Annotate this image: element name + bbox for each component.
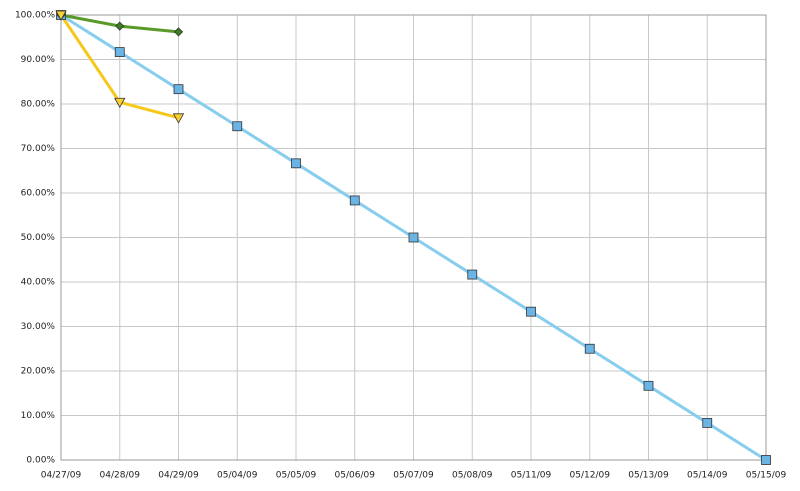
plot-border xyxy=(60,14,767,461)
marker xyxy=(115,21,125,31)
x-tick-label: 05/04/09 xyxy=(217,471,258,481)
x-tick-label: 05/07/09 xyxy=(393,471,434,481)
marker xyxy=(172,113,185,124)
x-tick-label: 05/15/09 xyxy=(746,471,787,481)
marker xyxy=(349,195,360,206)
x-tick-label: 04/27/09 xyxy=(41,471,82,481)
marker xyxy=(291,158,301,169)
x-tick-label: 05/08/09 xyxy=(452,471,493,481)
marker xyxy=(232,121,243,132)
marker xyxy=(526,306,536,317)
marker xyxy=(702,418,713,428)
x-tick-label: 04/29/09 xyxy=(158,471,199,481)
y-tick-label: 10.00% xyxy=(21,411,56,421)
marker xyxy=(114,97,126,109)
y-tick-label: 70.00% xyxy=(21,144,56,154)
marker xyxy=(55,10,67,21)
x-tick-label: 05/05/09 xyxy=(276,471,317,481)
y-tick-label: 90.00% xyxy=(21,55,56,65)
marker xyxy=(761,455,771,465)
marker xyxy=(584,343,595,354)
x-tick-label: 05/06/09 xyxy=(335,471,376,481)
y-tick-label: 0.00% xyxy=(26,456,55,466)
x-tick-label: 05/13/09 xyxy=(628,471,669,481)
y-tick-label: 30.00% xyxy=(21,322,56,332)
marker xyxy=(467,269,478,280)
marker xyxy=(173,84,184,95)
x-tick-label: 04/28/09 xyxy=(100,471,141,481)
y-tick-label: 50.00% xyxy=(21,233,56,243)
y-tick-label: 20.00% xyxy=(21,367,56,377)
marker xyxy=(173,27,184,37)
marker xyxy=(408,232,419,243)
y-tick-label: 80.00% xyxy=(21,100,56,110)
marker xyxy=(114,47,125,57)
x-tick-label: 05/12/09 xyxy=(570,471,611,481)
y-tick-label: 40.00% xyxy=(21,278,56,288)
y-tick-label: 100.00% xyxy=(15,11,55,21)
x-tick-label: 05/14/09 xyxy=(687,471,728,481)
marker xyxy=(643,380,654,391)
x-tick-label: 05/11/09 xyxy=(511,471,552,481)
y-tick-label: 60.00% xyxy=(21,189,56,199)
